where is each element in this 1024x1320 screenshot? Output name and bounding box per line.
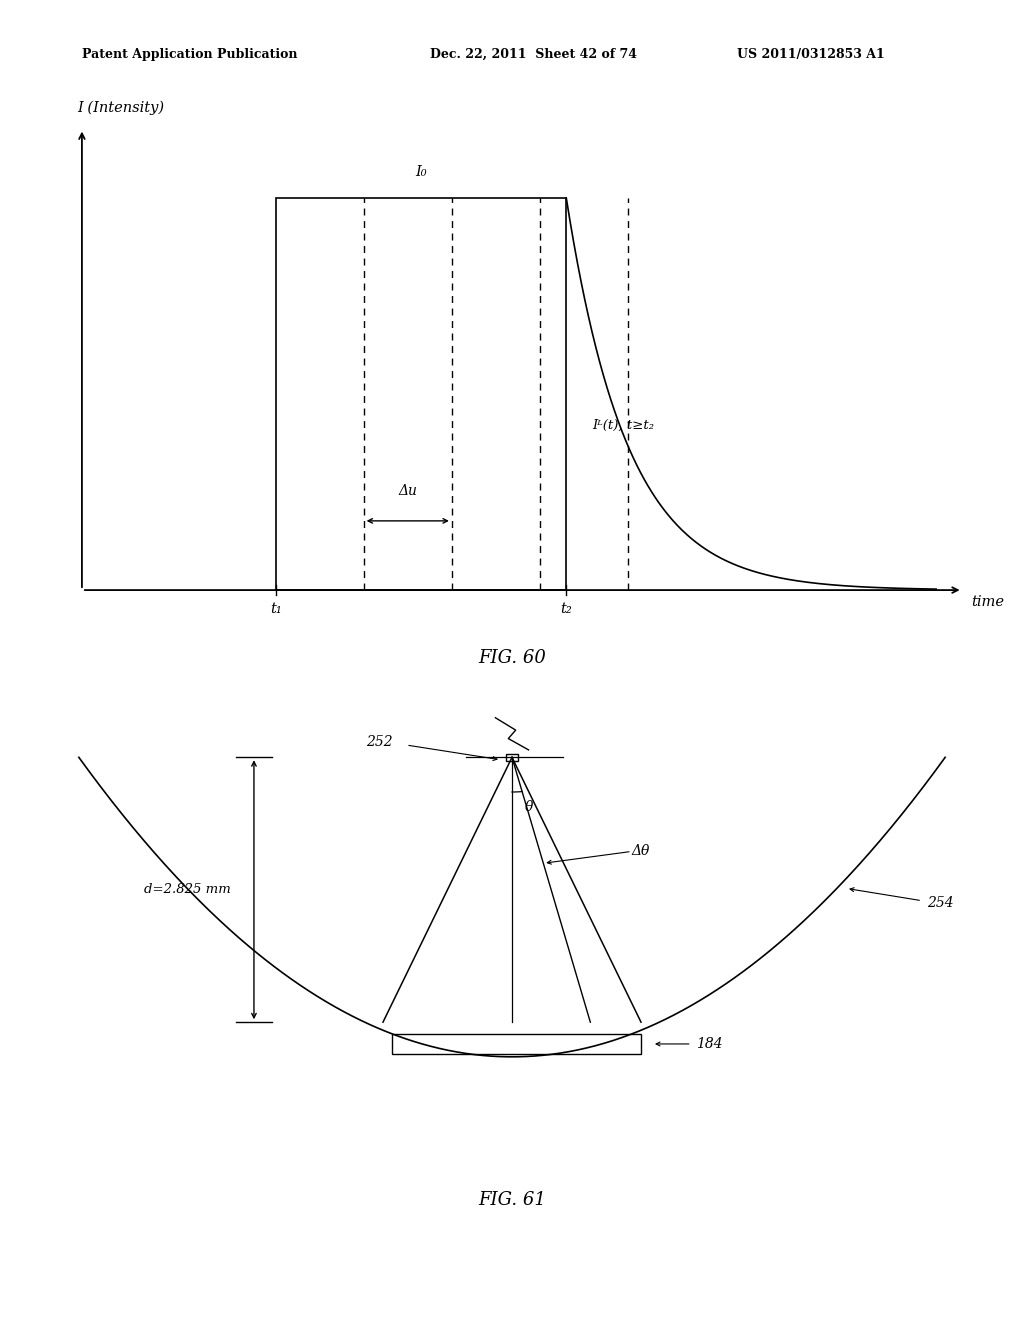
Text: time: time xyxy=(972,595,1005,609)
Text: FIG. 60: FIG. 60 xyxy=(478,649,546,668)
Text: Iᴸ(t), t≥t₂: Iᴸ(t), t≥t₂ xyxy=(593,418,654,432)
Text: FIG. 61: FIG. 61 xyxy=(478,1191,546,1209)
Text: 252: 252 xyxy=(366,735,392,750)
Text: 254: 254 xyxy=(927,896,953,911)
Text: t₁: t₁ xyxy=(269,602,282,615)
Text: θ: θ xyxy=(524,800,532,814)
Text: Dec. 22, 2011  Sheet 42 of 74: Dec. 22, 2011 Sheet 42 of 74 xyxy=(430,48,637,61)
Bar xyxy=(275,198,566,590)
Bar xyxy=(392,1034,641,1055)
Text: Patent Application Publication: Patent Application Publication xyxy=(82,48,297,61)
Text: I₀: I₀ xyxy=(415,165,427,180)
Text: US 2011/0312853 A1: US 2011/0312853 A1 xyxy=(737,48,885,61)
Text: t₂: t₂ xyxy=(560,602,572,615)
Text: d=2.825 mm: d=2.825 mm xyxy=(144,883,231,896)
Text: Δθ: Δθ xyxy=(632,845,650,858)
Text: 184: 184 xyxy=(696,1038,723,1051)
Text: I (Intensity): I (Intensity) xyxy=(78,100,165,115)
Bar xyxy=(506,754,518,760)
Text: Δu: Δu xyxy=(398,484,417,498)
